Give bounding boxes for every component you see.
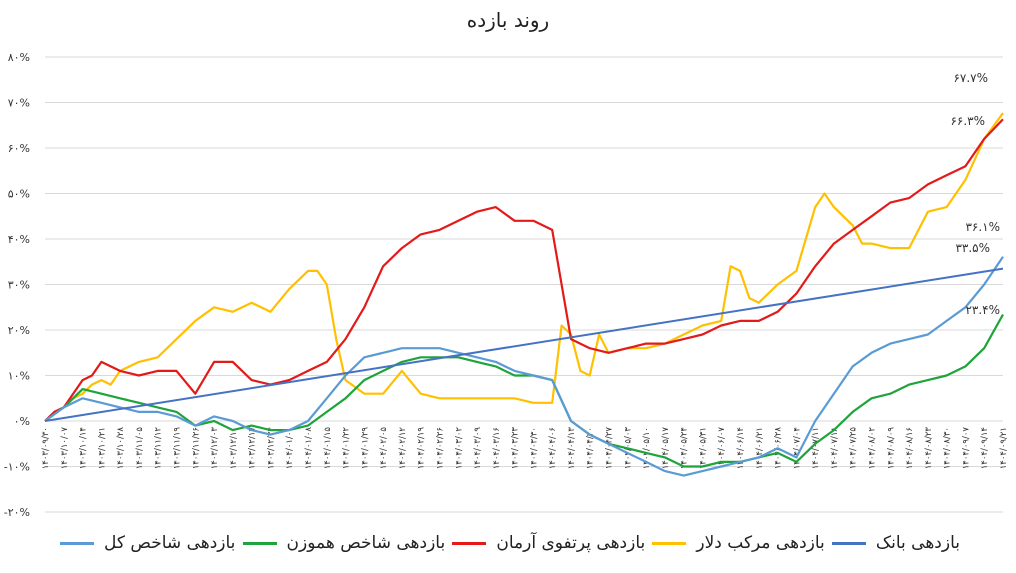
x-tick-label: ۱۴۰۴/۰۴/۱۳ <box>567 427 577 470</box>
x-tick-label: ۱۴۰۴/۰۵/۳۱ <box>698 427 708 469</box>
x-tick-label: ۱۴۰۴/۰۳/۰۹ <box>473 427 483 470</box>
x-tick-label: ۱۴۰۴/۰۲/۰۵ <box>379 427 389 470</box>
x-tick-label: ۱۴۰۳/۱۱/۱۲ <box>154 427 164 470</box>
x-tick-label: ۱۴۰۳/۱۱/۱۹ <box>172 427 182 470</box>
x-tick-label: ۱۴۰۳/۱۰/۲۱ <box>97 427 107 469</box>
legend-label: بازدهی شاخص کل <box>104 533 236 553</box>
x-tick-label: ۱۴۰۴/۰۵/۱۰ <box>642 427 652 469</box>
end-value-label: ۲۳.۴% <box>965 303 1000 317</box>
legend-label: بازدهی پرتفوی آرمان <box>496 533 646 553</box>
y-tick-label: ۴۰% <box>8 233 30 246</box>
y-tick-label: ۱۰% <box>8 370 30 383</box>
x-tick-label: ۱۴۰۳/۱۰/۰۷ <box>60 427 70 470</box>
x-tick-label: ۱۴۰۴/۰۳/۳۰ <box>529 427 539 469</box>
legend-item: بازدهی بانک <box>831 533 960 553</box>
x-tick-label: ۱۴۰۴/۰۸/۰۹ <box>886 427 896 470</box>
x-tick-label: ۱۴۰۴/۰۴/۲۰ <box>586 427 596 469</box>
x-tick-label: ۱۴۰۳/۱۱/۰۵ <box>135 427 145 470</box>
x-tick-label: ۱۴۰۳/۱۱/۲۶ <box>191 427 201 469</box>
x-tick-label: ۱۴۰۴/۰۱/۲۲ <box>342 427 352 470</box>
x-tick-label: ۱۴۰۴/۰۶/۲۱ <box>755 427 765 469</box>
x-tick-label: ۱۴۰۳/۰۹/۳۰ <box>41 427 51 469</box>
x-tick-label: ۱۴۰۴/۰۹/۲۱ <box>999 427 1009 469</box>
x-tick-label: ۱۴۰۴/۰۲/۱۲ <box>398 427 408 470</box>
x-tick-label: ۱۴۰۴/۰۲/۱۹ <box>417 427 427 470</box>
x-tick-label: ۱۴۰۴/۰۲/۲۶ <box>435 427 445 469</box>
legend-swatch <box>242 541 277 545</box>
y-tick-label: ۲۰% <box>8 324 30 337</box>
x-tick-label: ۱۴۰۴/۰۹/۰۷ <box>961 427 971 470</box>
x-tick-label: ۱۴۰۴/۰۸/۲۳ <box>924 427 934 470</box>
end-value-label: ۳۶.۱% <box>965 220 1000 234</box>
x-tick-label: ۱۴۰۴/۰۸/۰۲ <box>868 427 878 470</box>
series-line <box>44 112 1004 422</box>
x-tick-label: ۱۴۰۴/۰۷/۰۴ <box>792 427 802 469</box>
y-tick-label: ۰% <box>14 415 30 428</box>
x-tick-label: ۱۴۰۳/۱۲/۱۷ <box>248 427 258 470</box>
end-value-label: ۶۶.۳% <box>950 114 985 128</box>
x-tick-label: ۱۴۰۳/۱۲/۱۰ <box>229 427 239 469</box>
x-tick-label: ۱۴۰۴/۰۱/۱۵ <box>323 427 333 470</box>
x-tick-label: ۱۴۰۴/۰۵/۱۷ <box>661 427 671 470</box>
legend-item: بازدهی مرکب دلار <box>652 533 825 553</box>
series-line <box>44 267 1004 422</box>
x-tick-label: ۱۴۰۴/۰۱/۰۱ <box>285 427 295 469</box>
x-tick-label: ۱۴۰۴/۰۶/۰۷ <box>717 427 727 470</box>
x-tick-label: ۱۴۰۳/۱۰/۱۴ <box>79 427 89 469</box>
x-tick-label: ۱۴۰۴/۰۹/۱۴ <box>980 427 990 469</box>
x-tick-label: ۱۴۰۴/۰۷/۲۵ <box>849 427 859 470</box>
legend-label: بازدهی مرکب دلار <box>696 533 825 553</box>
series-line <box>44 313 1004 468</box>
x-axis-ticks: ۱۴۰۳/۰۹/۳۰ ۱۴۰۳/۱۰/۰۷ ۱۴۰۳/۱۰/۱۴ ۱۴۰۳/۱۰/۲۱… <box>41 427 1009 470</box>
y-tick-label: ۳۰% <box>8 279 30 292</box>
x-tick-label: ۱۴۰۴/۰۸/۱۶ <box>905 427 915 469</box>
end-value-label: ۶۷.۷% <box>953 71 988 85</box>
y-tick-label: ۷۰% <box>8 97 30 110</box>
x-tick-label: ۱۴۰۳/۱۲/۰۳ <box>210 427 220 470</box>
end-value-label: ۳۳.۵% <box>955 241 990 255</box>
x-tick-label: ۱۴۰۴/۰۳/۲۳ <box>511 427 521 470</box>
legend-label: بازدهی بانک <box>875 533 960 553</box>
gridlines <box>45 56 1003 513</box>
line-chart: -۲۰% -۱۰% ۰% ۱۰% ۲۰% ۳۰% ۴۰% ۵۰% ۶۰% ۷۰% ۸۰% ۱۴۰۳/… <box>4 51 1009 519</box>
x-tick-label: ۱۴۰۴/۰۸/۳۰ <box>943 427 953 469</box>
series-line <box>44 256 1004 477</box>
x-tick-label: ۱۴۰۴/۰۶/۱۴ <box>736 427 746 469</box>
legend-item: بازدهی شاخص کل <box>60 533 235 553</box>
x-tick-label: ۱۴۰۴/۰۱/۰۸ <box>304 427 314 470</box>
legend-swatch <box>452 541 487 545</box>
y-tick-label: -۲۰% <box>4 506 30 519</box>
x-tick-label: ۱۴۰۴/۰۷/۱۸ <box>830 427 840 470</box>
legend-swatch <box>652 541 687 545</box>
x-tick-label: ۱۴۰۴/۰۳/۱۶ <box>492 427 502 469</box>
x-tick-label: ۱۴۰۴/۰۱/۲۹ <box>360 427 370 470</box>
x-tick-label: ۱۴۰۳/۱۰/۲۸ <box>116 427 126 470</box>
chart-title: روند بازده <box>466 8 550 32</box>
x-tick-label: ۱۴۰۴/۰۴/۰۶ <box>548 427 558 469</box>
x-tick-label: ۱۴۰۴/۰۳/۰۲ <box>454 427 464 470</box>
x-tick-label: ۱۴۰۳/۱۲/۲۴ <box>266 427 276 469</box>
legend-item: بازدهی پرتفوی آرمان <box>452 533 645 553</box>
legend: بازدهی بانک بازدهی مرکب دلار بازدهی پرتفوی… <box>60 526 960 560</box>
series-lines <box>44 112 1004 477</box>
series-line <box>44 118 1004 422</box>
x-tick-label: ۱۴۰۴/۰۴/۲۷ <box>605 427 615 470</box>
y-tick-label: ۸۰% <box>8 51 30 64</box>
x-tick-label: ۱۴۰۴/۰۵/۲۴ <box>680 427 690 469</box>
y-tick-label: ۵۰% <box>8 188 30 201</box>
end-labels: ۶۷.۷% ۶۶.۳% ۳۶.۱% ۳۳.۵% ۲۳.۴% <box>950 71 1000 317</box>
x-tick-label: ۱۴۰۴/۰۷/۱۱ <box>811 427 821 469</box>
legend-swatch <box>60 541 95 545</box>
y-tick-label: -۱۰% <box>4 461 30 474</box>
legend-label: بازدهی شاخص هموزن <box>286 533 446 553</box>
y-axis-ticks: -۲۰% -۱۰% ۰% ۱۰% ۲۰% ۳۰% ۴۰% ۵۰% ۶۰% ۷۰% ۸۰% <box>4 51 30 519</box>
legend-swatch <box>831 541 866 545</box>
legend-item: بازدهی شاخص هموزن <box>242 533 446 553</box>
y-tick-label: ۶۰% <box>8 142 30 155</box>
